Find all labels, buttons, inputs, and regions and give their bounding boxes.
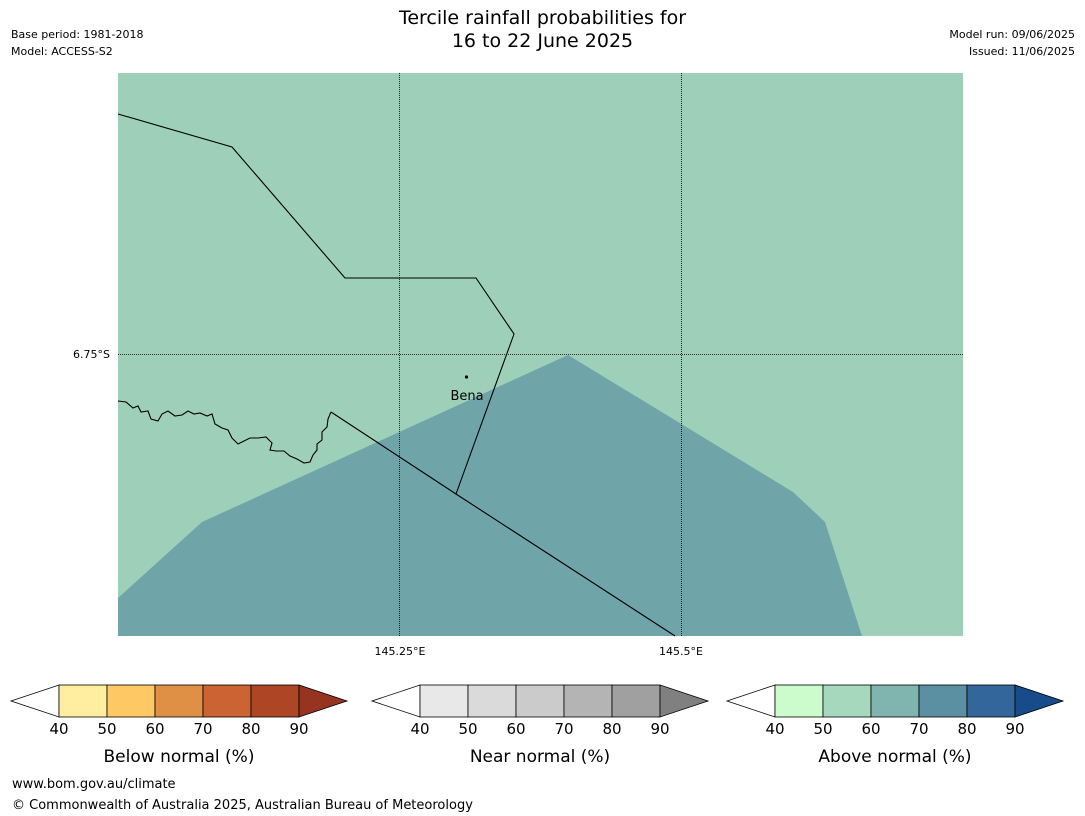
province-boundary-north [117, 113, 515, 495]
colorbar-tick-label: 70 [193, 720, 212, 738]
colorbar-title: Above normal (%) [818, 747, 971, 767]
colorbar-tick-label: 40 [765, 720, 784, 738]
colorbar-tick-label: 80 [241, 720, 260, 738]
colorbar-segment [870, 684, 920, 718]
colorbar-segment [563, 684, 613, 718]
colorbar-tick-label: 60 [861, 720, 880, 738]
footer-copyright: © Commonwealth of Australia 2025, Austra… [12, 798, 473, 813]
colorbar-segment [966, 684, 1016, 718]
colorbar-segment [58, 684, 108, 718]
forecast-map: Bena 6.75°S 145.25°E 145.5°E [73, 73, 963, 658]
footer: www.bom.gov.au/climate © Commonwealth of… [12, 774, 473, 816]
colorbar-under-triangle [370, 684, 421, 718]
colorbar-segment [106, 684, 156, 718]
footer-url: www.bom.gov.au/climate [12, 777, 176, 792]
colorbar-above: 40 50 60 70 80 90 Above normal (%) [725, 684, 1065, 767]
town-label: Bena [450, 389, 483, 404]
colorbar-segment [822, 684, 872, 718]
colorbar-segment [154, 684, 204, 718]
colorbar-tick-label: 60 [145, 720, 164, 738]
colorbar-over-triangle [298, 684, 349, 718]
colorbar-tick-label: 70 [554, 720, 573, 738]
title-line-2: 16 to 22 June 2025 [451, 30, 634, 52]
map-title: Tercile rainfall probabilities for 16 to… [0, 7, 1085, 53]
colorbar-tick-label: 40 [49, 720, 68, 738]
colorbar-title: Below normal (%) [104, 747, 255, 767]
river-boundary [117, 400, 332, 464]
colorbar-near: 40 50 60 70 80 90 Near normal (%) [370, 684, 710, 767]
colorbar-segment [611, 684, 661, 718]
province-boundary-south [330, 411, 676, 637]
colorbar-over-triangle [659, 684, 710, 718]
colorbar-segment [250, 684, 300, 718]
lon-label-145-25: 145.25°E [375, 645, 426, 658]
issued-date: Issued: 11/06/2025 [968, 45, 1075, 58]
colorbar-segment [467, 684, 517, 718]
colorbar-under-triangle [9, 684, 60, 718]
colorbar-tick-label: 50 [458, 720, 477, 738]
colorbar-segment [918, 684, 968, 718]
colorbar-segment [774, 684, 824, 718]
colorbar-segment [202, 684, 252, 718]
meta-right: Model run: 09/06/2025 Issued: 11/06/2025 [949, 26, 1075, 60]
colorbar-segment [515, 684, 565, 718]
title-line-1: Tercile rainfall probabilities for [398, 7, 687, 29]
colorbar-tick-label: 80 [602, 720, 621, 738]
colorbar-tick-label: 90 [1005, 720, 1024, 738]
colorbar-tick-label: 90 [650, 720, 669, 738]
meta-left: Base period: 1981-2018 Model: ACCESS-S2 [11, 26, 143, 60]
base-period: Base period: 1981-2018 [11, 28, 144, 41]
colorbar-below: 40 50 60 70 80 90 Below normal (%) [9, 684, 349, 767]
town-marker [464, 375, 469, 379]
colorbar-title: Near normal (%) [470, 747, 610, 767]
lon-label-145-5: 145.5°E [659, 645, 703, 658]
colorbar-tick-label: 40 [410, 720, 429, 738]
colorbar-tick-label: 80 [957, 720, 976, 738]
lat-label: 6.75°S [73, 348, 110, 361]
colorbar-tick-label: 70 [909, 720, 928, 738]
model-run: Model run: 09/06/2025 [949, 28, 1075, 41]
colorbar-tick-label: 50 [813, 720, 832, 738]
colorbar-tick-label: 60 [506, 720, 525, 738]
colorbars: 40 50 60 70 80 90 Below normal (%) 40 50 60 70 80 90… [9, 684, 1065, 767]
colorbar-segment [419, 684, 469, 718]
colorbar-under-triangle [725, 684, 776, 718]
colorbar-tick-label: 50 [97, 720, 116, 738]
higher-probability-region [118, 355, 862, 636]
colorbar-tick-label: 90 [289, 720, 308, 738]
colorbar-over-triangle [1014, 684, 1065, 718]
model-name: Model: ACCESS-S2 [11, 45, 113, 58]
